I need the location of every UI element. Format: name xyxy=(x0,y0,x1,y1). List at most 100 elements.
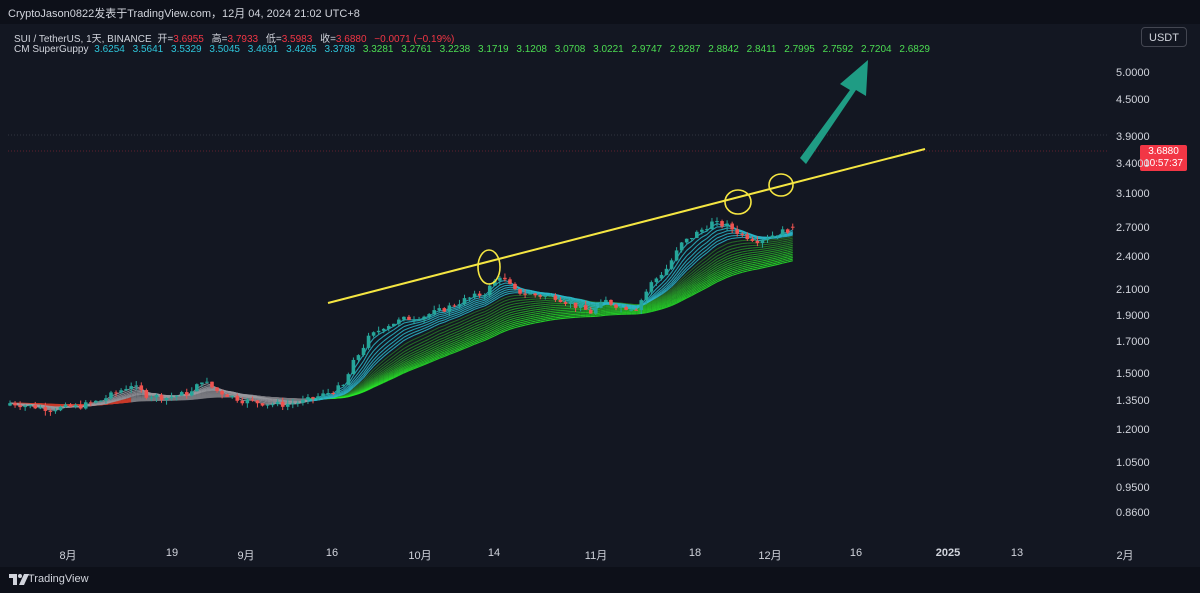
candle-body xyxy=(518,288,522,294)
slow-ema-line xyxy=(540,305,546,308)
slow-ema-line xyxy=(737,253,743,257)
fast-ema-line xyxy=(439,317,445,320)
candle-body xyxy=(341,384,346,386)
fast-ema-line xyxy=(105,401,112,405)
guppy-value: 3.4691 xyxy=(247,44,279,55)
indicator-name[interactable]: CM SuperGuppy xyxy=(14,44,89,55)
fast-ema-line xyxy=(413,324,420,327)
slow-ema-line xyxy=(464,339,470,343)
guppy-value: 2.7592 xyxy=(822,44,854,55)
slow-ema-line xyxy=(681,280,688,286)
x-tick-label: 2月 xyxy=(1116,550,1134,562)
slow-ema-line xyxy=(408,342,415,347)
fast-ema-line xyxy=(686,240,693,245)
fast-ema-line xyxy=(484,294,491,300)
slow-ema-line xyxy=(656,299,662,302)
fast-ema-line xyxy=(347,386,354,393)
slow-ema-line xyxy=(358,391,364,395)
slow-ema-line xyxy=(459,319,465,324)
slow-ema-line xyxy=(433,348,440,352)
fast-ema-line xyxy=(347,383,354,391)
slow-ema-line xyxy=(469,311,475,316)
slow-ema-line xyxy=(514,307,521,310)
slow-ema-line xyxy=(373,372,379,378)
fast-ema-line xyxy=(499,289,506,294)
slow-ema-line xyxy=(494,332,501,337)
slow-ema-line xyxy=(530,317,536,320)
symbol-name[interactable]: SUI / TetherUS, 1天, BINANCE xyxy=(14,34,152,45)
slow-ema-line xyxy=(479,328,485,332)
slow-ema-line xyxy=(716,258,723,263)
fast-ema-line xyxy=(100,401,107,404)
slow-ema-line xyxy=(454,318,460,322)
slow-ema-line xyxy=(706,269,713,274)
slow-ema-line xyxy=(403,370,410,374)
candle-body xyxy=(397,319,401,324)
fast-ema-line xyxy=(408,323,415,326)
slow-ema-line xyxy=(398,364,405,369)
slow-ema-line xyxy=(353,385,359,391)
fast-ema-line xyxy=(267,400,273,402)
slow-ema-line xyxy=(363,380,369,386)
slow-ema-line xyxy=(666,288,672,293)
slow-ema-line xyxy=(535,316,541,319)
slow-ema-line xyxy=(459,325,465,329)
slow-ema-line xyxy=(439,344,445,348)
slow-ema-line xyxy=(757,263,763,267)
x-tick-label: 10月 xyxy=(408,550,432,562)
candle-body xyxy=(381,328,386,331)
fast-ema-line xyxy=(469,304,475,309)
fast-ema-line xyxy=(787,234,793,237)
fast-ema-line xyxy=(464,305,470,309)
fast-ema-line xyxy=(352,367,359,376)
fast-ema-line xyxy=(777,235,783,238)
slow-ema-line xyxy=(787,260,793,263)
fast-ema-line xyxy=(120,391,127,395)
slow-ema-line xyxy=(742,263,748,266)
candle-body xyxy=(220,391,224,395)
fast-ema-line xyxy=(742,232,748,235)
candle-body xyxy=(230,395,234,397)
slow-ema-line xyxy=(363,376,369,383)
slow-ema-line xyxy=(772,248,778,251)
fast-ema-line xyxy=(494,296,501,301)
candle-body xyxy=(260,403,265,406)
slow-ema-line xyxy=(348,394,354,398)
slow-ema-line xyxy=(787,242,793,246)
slow-ema-line xyxy=(777,248,783,252)
slow-ema-line xyxy=(646,302,652,305)
price-chart[interactable] xyxy=(0,0,1200,567)
fast-ema-line xyxy=(706,248,713,254)
fast-ema-line xyxy=(252,395,258,398)
fast-ema-line xyxy=(499,294,506,298)
currency-button[interactable]: USDT xyxy=(1141,27,1187,47)
slow-ema-line xyxy=(721,275,728,279)
fast-ema-line xyxy=(45,405,51,407)
fast-ema-line xyxy=(650,293,657,299)
fast-ema-line xyxy=(418,320,425,324)
slow-ema-line xyxy=(747,254,753,257)
slow-ema-line xyxy=(641,312,647,314)
candle-body xyxy=(664,268,669,275)
slow-ema-line xyxy=(540,313,546,316)
slow-ema-line xyxy=(454,327,460,331)
slow-ema-line xyxy=(373,379,379,384)
slow-ema-line xyxy=(408,365,415,370)
slow-ema-line xyxy=(388,373,395,377)
slow-ema-line xyxy=(656,305,662,308)
slow-ema-line xyxy=(550,315,556,318)
slow-ema-line xyxy=(418,364,425,368)
slow-ema-line xyxy=(494,331,501,335)
slow-ema-line xyxy=(757,267,763,270)
fast-ema-line xyxy=(560,295,566,298)
slow-ema-line xyxy=(398,356,405,362)
slow-ema-line xyxy=(666,298,672,302)
slow-ema-line xyxy=(388,358,395,364)
fast-ema-line xyxy=(454,313,460,317)
slow-ema-line xyxy=(706,284,713,288)
candle-body xyxy=(700,229,704,232)
fast-ema-line xyxy=(585,300,591,303)
guppy-value: 3.5641 xyxy=(132,44,164,55)
fast-ema-line xyxy=(706,229,713,235)
slow-ema-line xyxy=(701,266,708,271)
